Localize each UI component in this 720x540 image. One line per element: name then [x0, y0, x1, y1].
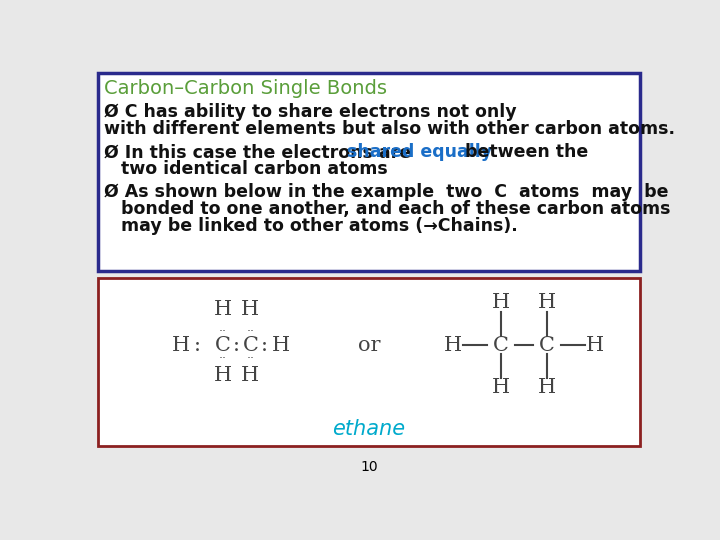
Text: H: H	[492, 378, 510, 397]
Text: two identical carbon atoms: two identical carbon atoms	[121, 160, 388, 178]
Text: or: or	[358, 335, 380, 355]
Text: H: H	[586, 335, 604, 355]
Text: with different elements but also with other carbon atoms.: with different elements but also with ot…	[104, 120, 675, 138]
Text: H: H	[241, 300, 259, 319]
Text: ··: ··	[219, 353, 227, 366]
Text: C: C	[539, 335, 555, 355]
Text: C: C	[243, 335, 258, 355]
Text: H: H	[492, 293, 510, 312]
Text: between the: between the	[459, 143, 588, 161]
Text: H: H	[538, 378, 557, 397]
Text: Ø As shown below in the example  two  C  atoms  may  be: Ø As shown below in the example two C at…	[104, 184, 668, 201]
Bar	[98, 278, 640, 446]
Text: may be linked to other atoms (→Chains).: may be linked to other atoms (→Chains).	[121, 217, 518, 235]
Text: :: :	[233, 335, 240, 355]
Text: 10: 10	[360, 460, 378, 474]
Text: Carbon–Carbon Single Bonds: Carbon–Carbon Single Bonds	[104, 79, 387, 98]
Text: Ø C has ability to share electrons not only: Ø C has ability to share electrons not o…	[104, 103, 516, 122]
Text: Ø In this case the electrons are: Ø In this case the electrons are	[104, 143, 417, 161]
Bar	[98, 72, 640, 271]
Text: H: H	[213, 300, 232, 319]
Text: H: H	[538, 293, 557, 312]
Text: ··: ··	[246, 353, 254, 366]
Text: Ø In this case the electrons are: Ø In this case the electrons are	[0, 539, 1, 540]
Text: H: H	[241, 366, 259, 386]
Text: C: C	[215, 335, 230, 355]
Text: :: :	[194, 335, 201, 355]
Text: H: H	[213, 366, 232, 386]
Text: C: C	[492, 335, 509, 355]
Text: H: H	[171, 335, 190, 355]
Text: shared equally: shared equally	[0, 539, 1, 540]
Text: ··: ··	[246, 325, 254, 338]
Text: bonded to one another, and each of these carbon atoms: bonded to one another, and each of these…	[121, 200, 670, 218]
Text: ethane: ethane	[333, 419, 405, 439]
Text: ··: ··	[219, 325, 227, 338]
Text: H: H	[444, 335, 462, 355]
Text: H: H	[272, 335, 290, 355]
Text: :: :	[261, 335, 268, 355]
Text: shared equally: shared equally	[346, 143, 492, 161]
